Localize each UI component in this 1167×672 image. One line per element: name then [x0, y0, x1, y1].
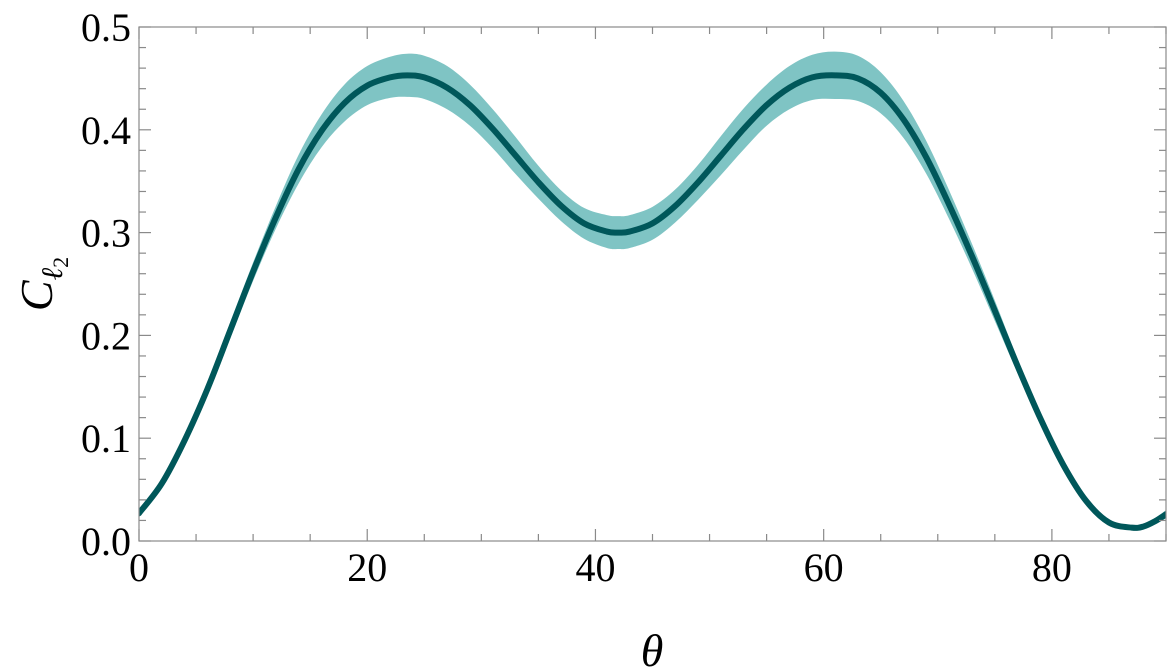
series-group: [139, 51, 1166, 531]
y-axis-label-sub: ℓ: [36, 267, 69, 280]
y-axis-label-subsub: 2: [48, 257, 73, 268]
y-axis-label-main: C: [11, 279, 62, 311]
x-tick-label: 40: [575, 545, 615, 590]
y-tick-label: 0.2: [81, 313, 131, 358]
x-tick-label: 80: [1032, 545, 1072, 590]
tick-labels: 0 20 40 60 80 0.0 0.1 0.2 0.3 0.4 0.5: [81, 5, 1072, 590]
y-tick-label: 0.0: [81, 519, 131, 564]
svg-text:Cℓ2: Cℓ2: [11, 257, 73, 311]
series-line: [139, 72, 1166, 531]
confidence-band: [139, 51, 1166, 530]
y-tick-label: 0.3: [81, 211, 131, 256]
plot-area: [139, 51, 1166, 531]
frame-rect: [138, 26, 1167, 542]
x-tick-label: 0: [129, 545, 149, 590]
plot-frame: [138, 26, 1167, 542]
y-tick-label: 0.1: [81, 416, 131, 461]
x-axis-label: θ: [641, 625, 664, 672]
y-axis-label: Cℓ2: [11, 257, 73, 311]
y-tick-label: 0.5: [81, 5, 131, 50]
axis-ticks: [138, 26, 1167, 542]
x-tick-label: 20: [347, 545, 387, 590]
y-tick-label: 0.4: [81, 108, 131, 153]
x-tick-label: 60: [804, 545, 844, 590]
